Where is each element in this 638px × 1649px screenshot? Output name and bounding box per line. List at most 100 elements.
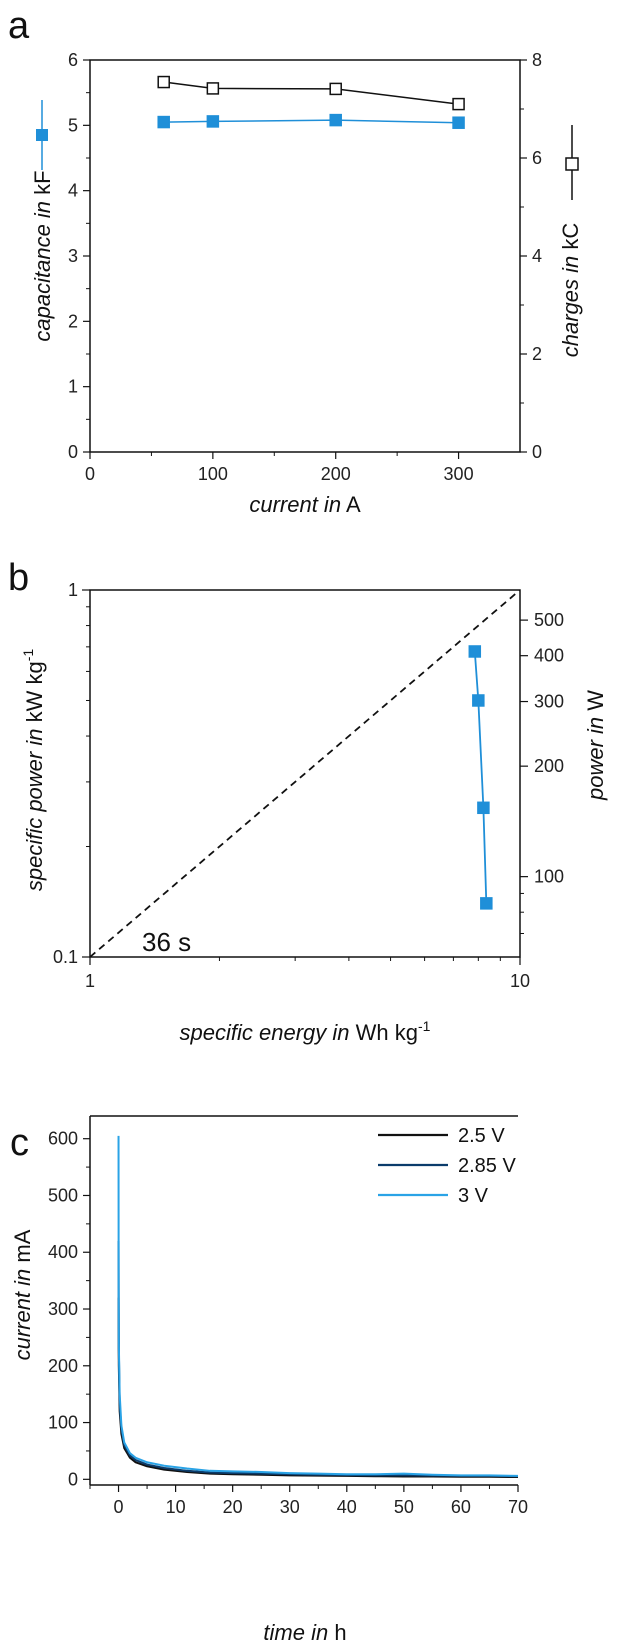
chart-c-ytick-label: 300 xyxy=(48,1299,78,1319)
chart-c-xlabel-unit: h xyxy=(328,1620,346,1645)
panel-c-label: c xyxy=(10,1122,29,1164)
chart-a-ylabel: capacitance in kF xyxy=(30,170,55,341)
chart-c-legend-label: 3 V xyxy=(458,1185,489,1207)
chart-a-xtick-label: 0 xyxy=(85,464,95,484)
chart-b-ylabel-sup: -1 xyxy=(20,649,36,662)
panel-b-label: b xyxy=(8,557,29,599)
chart-a-series-0-point xyxy=(157,115,170,129)
chart-b-series-0-point xyxy=(468,645,482,658)
chart-b-y2label-italic: power in xyxy=(583,717,608,801)
chart-a-ytick-label: 0 xyxy=(68,442,78,462)
chart-a-y2label: charges in kC xyxy=(558,223,583,358)
chart-c-ylabel-unit: mA xyxy=(10,1229,35,1268)
chart-c-legend: 2.5 V 2.85 V 3 V xyxy=(378,1125,516,1207)
chart-b-series-0-line xyxy=(473,651,488,904)
chart-b-series-0-point xyxy=(472,694,485,707)
chart-b-xtick-label: 1 xyxy=(85,971,95,991)
svg-text:capacitance in kF: capacitance in kF xyxy=(30,170,55,341)
chart-a-y2tick-label: 8 xyxy=(532,50,542,70)
chart-b-y2tick-label: 500 xyxy=(534,610,564,630)
chart-c-series-1-line xyxy=(117,1240,519,1478)
chart-a-ytick-label: 3 xyxy=(68,246,78,266)
chart-b-ylabel-italic: specific power in xyxy=(22,729,47,892)
chart-c-ytick-label: 500 xyxy=(48,1185,78,1205)
chart-a-y2tick-label: 0 xyxy=(532,442,542,462)
panel-a-label: a xyxy=(8,5,30,47)
chart-c-series-0-line xyxy=(117,1297,519,1479)
chart-a-ytick-label: 1 xyxy=(68,377,78,397)
chart-c-xtick-label: 60 xyxy=(451,1497,471,1517)
chart-c-ytick-label: 200 xyxy=(48,1356,78,1376)
chart-c-legend-label: 2.85 V xyxy=(458,1155,516,1177)
chart-a-series-1-point xyxy=(157,75,170,89)
chart-a-ytick-label: 6 xyxy=(68,50,78,70)
chart-c-ytick-label: 100 xyxy=(48,1413,78,1433)
chart-b-series-1-line xyxy=(89,589,521,958)
chart-c-ytick-label: 600 xyxy=(48,1129,78,1149)
chart-a-xtick-label: 200 xyxy=(321,464,351,484)
svg-text:specific power in kW kg-1: specific power in kW kg-1 xyxy=(20,649,47,892)
chart-a-xtick-label: 300 xyxy=(444,464,474,484)
svg-text:charges in kC: charges in kC xyxy=(558,223,583,358)
chart-c-legend-label: 2.5 V xyxy=(458,1125,505,1147)
chart-a-legend-right xyxy=(565,125,579,200)
chart-c-xtick-label: 70 xyxy=(508,1497,528,1517)
chart-b-y2tick-label: 100 xyxy=(534,867,564,887)
chart-c-xtick-label: 40 xyxy=(337,1497,357,1517)
chart-a-series-0-point xyxy=(452,116,465,129)
chart-b-y2label: power in W xyxy=(583,690,608,801)
chart-c-xtick-label: 50 xyxy=(394,1497,414,1517)
chart-b-series-0-point xyxy=(477,801,490,815)
chart-a-series-1-point xyxy=(452,97,465,111)
chart-b-xlabel-unit: Wh kg xyxy=(350,1020,418,1045)
chart-b-annotation: 36 s xyxy=(142,927,191,957)
chart-a: 0 100 200 300 0 1 2 3 4 5 6 0 2 4 6 8 capacitance in kF… xyxy=(30,50,583,517)
chart-a-series-1-point xyxy=(206,82,220,95)
chart-b-ytick-label: 0.1 xyxy=(53,947,78,967)
chart-c-xlabel: time in h xyxy=(263,1620,346,1645)
chart-c-xlabel-italic: time in xyxy=(263,1620,328,1645)
chart-c-xtick-label: 0 xyxy=(114,1497,124,1517)
chart-a-y2label-italic: charges in xyxy=(558,256,583,358)
chart-c-series-2-line xyxy=(117,1135,519,1477)
chart-a-ytick-label: 2 xyxy=(68,311,78,331)
chart-a-ytick-label: 5 xyxy=(68,115,78,135)
chart-c-ylabel: current in mA xyxy=(10,1229,35,1360)
chart-c: 0 10 20 30 40 50 60 70 0 100 200 300 400 500 600 2.5 V… xyxy=(10,1115,528,1645)
chart-a-ylabel-italic: capacitance in xyxy=(30,201,55,342)
chart-b-ylabel: specific power in kW kg-1 xyxy=(20,649,47,892)
svg-text:current in mA: current in mA xyxy=(10,1229,35,1360)
chart-a-y2tick-label: 4 xyxy=(532,246,542,266)
chart-a-series-0-point xyxy=(329,113,342,127)
chart-b-ylabel-unit: kW kg xyxy=(22,661,47,728)
chart-a-series-0-point xyxy=(206,115,220,128)
chart-c-xtick-label: 30 xyxy=(280,1497,300,1517)
chart-a-series-0-line xyxy=(163,119,459,124)
chart-c-ytick-label: 0 xyxy=(68,1469,78,1489)
chart-b-plot-frame xyxy=(89,589,521,958)
chart-b-xtick-label: 10 xyxy=(510,971,530,991)
chart-a-xtick-label: 100 xyxy=(198,464,228,484)
chart-a-xlabel-italic: current in xyxy=(249,492,341,517)
chart-a-series-1-line xyxy=(163,81,459,105)
chart-a-y2tick-label: 2 xyxy=(532,344,542,364)
chart-c-ytick-label: 400 xyxy=(48,1242,78,1262)
chart-a-y2tick-label: 6 xyxy=(532,148,542,168)
chart-b: 1 10 0.1 1 100 200 300 400 500 36 s specific pow… xyxy=(20,580,608,1045)
chart-b-ytick-label: 1 xyxy=(68,580,78,600)
chart-b-xlabel: specific energy in Wh kg-1 xyxy=(180,1018,431,1045)
chart-c-xtick-label: 10 xyxy=(166,1497,186,1517)
chart-c-ylabel-italic: current in xyxy=(10,1269,35,1361)
chart-c-xtick-label: 20 xyxy=(223,1497,243,1517)
chart-a-y2label-unit: kC xyxy=(558,223,583,256)
svg-text:power in W: power in W xyxy=(583,690,608,801)
chart-b-y2tick-label: 200 xyxy=(534,756,564,776)
chart-a-xlabel: current in A xyxy=(249,492,361,517)
chart-a-legend-left xyxy=(36,100,48,170)
chart-a-ylabel-unit: kF xyxy=(30,170,55,201)
chart-b-xlabel-italic: specific energy in xyxy=(180,1020,350,1045)
chart-a-ytick-label: 4 xyxy=(68,181,78,201)
chart-b-y2label-unit: W xyxy=(583,690,608,717)
chart-a-xlabel-unit: A xyxy=(341,492,361,517)
